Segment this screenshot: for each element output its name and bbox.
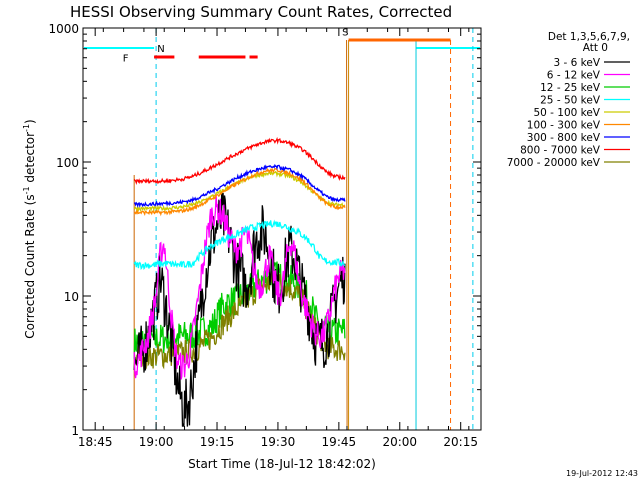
legend-label: 50 - 100 keV [533, 107, 600, 119]
x-axis: 18:45 19:00 19:15 19:30 19:45 20:00 20:15 [78, 28, 478, 449]
x-tick-label: 19:15 [200, 435, 235, 449]
y-tick-label: 100 [56, 156, 79, 170]
x-axis-label: Start Time (18-Jul-12 18:42:02) [188, 457, 376, 471]
plot-area: F N S [84, 27, 480, 431]
x-tick-label: 18:45 [78, 435, 113, 449]
legend-label: 3 - 6 keV [553, 57, 600, 69]
legend-label: 7000 - 20000 keV [507, 157, 601, 169]
x-tick-label: 20:00 [382, 435, 417, 449]
x-tick-label: 19:00 [139, 435, 174, 449]
legend-label: 300 - 800 keV [527, 132, 601, 144]
y-tick-label: 1 [71, 424, 79, 438]
y-axis-label: Corrected Count Rate (s-1 detector-1) [22, 119, 37, 338]
x-tick-label: 20:15 [443, 435, 478, 449]
data-end-line [346, 39, 348, 431]
legend-header-line-1: Det 1,3,5,6,7,9, [548, 31, 630, 43]
chart-title: HESSI Observing Summary Count Rates, Cor… [70, 3, 452, 21]
series-line-5 [133, 167, 346, 217]
legend-label: 12 - 25 keV [540, 82, 601, 94]
legend-label: 800 - 7000 keV [520, 145, 601, 157]
y-tick-label: 10 [64, 290, 79, 304]
x-tick-label: 19:30 [261, 435, 296, 449]
series-line-1 [133, 195, 346, 380]
series-line-8 [133, 271, 346, 370]
x-tick-label: 19:45 [322, 435, 357, 449]
series-line-7 [133, 136, 346, 186]
flag-label: N [157, 44, 164, 55]
y-axis: 1 10 100 1000 [48, 22, 481, 438]
generation-timestamp: 19-Jul-2012 12:43 [566, 469, 638, 478]
flag-label: S [342, 27, 348, 38]
legend-label: 25 - 50 keV [540, 95, 601, 107]
series-line-4 [133, 170, 346, 213]
plot-frame [82, 27, 482, 431]
series-line-3 [133, 219, 346, 270]
y-tick-label: 1000 [48, 22, 79, 36]
flag-label: F [123, 54, 129, 65]
legend-label: 6 - 12 keV [547, 70, 601, 82]
series-line-0 [133, 192, 346, 427]
legend-header-line-2: Att 0 [583, 42, 608, 54]
series-line-6 [133, 163, 346, 208]
legend-label: 100 - 300 keV [527, 120, 601, 132]
